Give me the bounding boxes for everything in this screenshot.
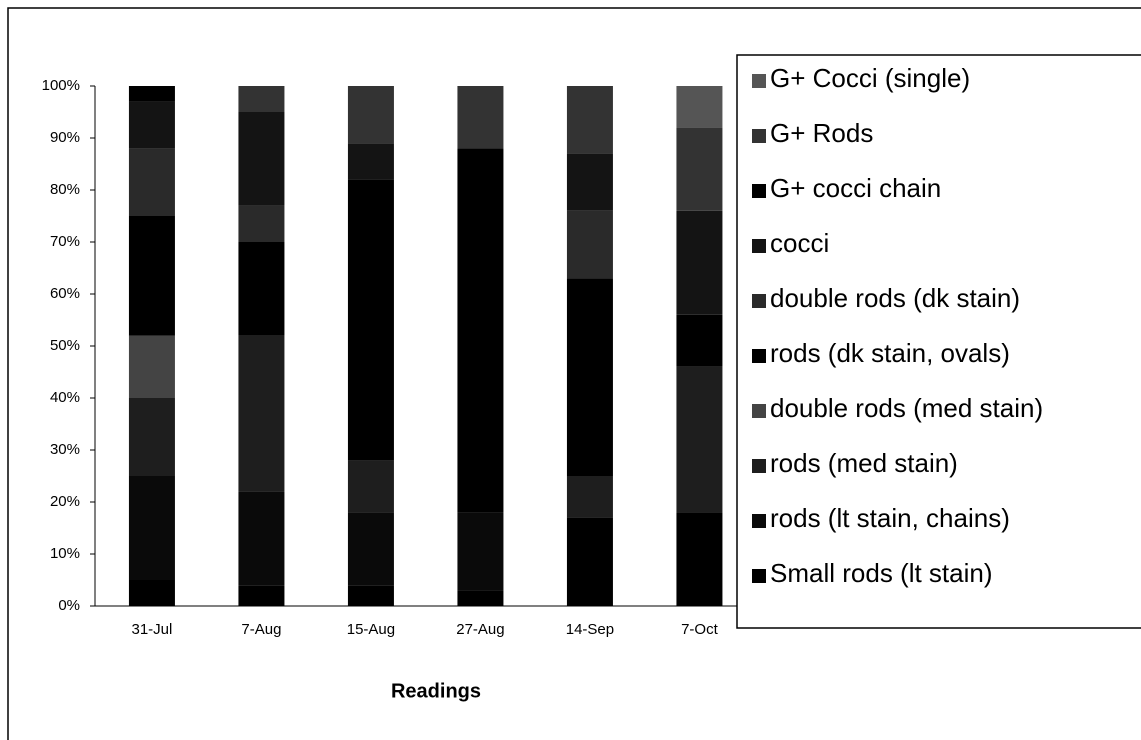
- y-tick-label: 60%: [50, 285, 80, 302]
- bar-segment: [347, 143, 394, 180]
- legend-label: G+ cocci chain: [770, 173, 941, 203]
- bar-segment: [347, 179, 394, 461]
- legend-swatch: [752, 514, 766, 528]
- bar-segment: [238, 491, 285, 586]
- bar-segment: [347, 585, 394, 606]
- x-tick-label: 15-Aug: [347, 621, 395, 638]
- bar-segment: [457, 86, 504, 149]
- y-tick-label: 10%: [50, 545, 80, 562]
- legend-label: Small rods (lt stain): [770, 558, 993, 588]
- x-tick-label: 14-Sep: [566, 621, 614, 638]
- legend-label: double rods (dk stain): [770, 283, 1020, 313]
- bar-segment: [676, 210, 723, 315]
- bar-segment: [566, 278, 613, 476]
- y-tick-label: 30%: [50, 441, 80, 458]
- legend-label: rods (dk stain, ovals): [770, 338, 1010, 368]
- y-tick-label: 100%: [42, 77, 80, 94]
- legend-label: G+ Cocci (single): [770, 63, 970, 93]
- bar-segment: [238, 205, 285, 242]
- bar-segment: [566, 153, 613, 211]
- bar-segment: [676, 127, 723, 211]
- bar-segment: [128, 580, 175, 606]
- bar-segment: [347, 460, 394, 513]
- legend-label: cocci: [770, 228, 829, 258]
- bar-segment: [676, 86, 723, 128]
- bar-segment: [128, 335, 175, 398]
- bar-segment: [676, 512, 723, 606]
- bar-segment: [676, 366, 723, 513]
- y-tick-label: 40%: [50, 389, 80, 406]
- bar-segment: [457, 148, 504, 513]
- bar-segment: [238, 86, 285, 112]
- y-tick-label: 0%: [58, 597, 80, 614]
- legend-label: double rods (med stain): [770, 393, 1043, 423]
- legend-swatch: [752, 404, 766, 418]
- y-tick-label: 20%: [50, 493, 80, 510]
- bar-segment: [347, 512, 394, 586]
- y-tick-label: 80%: [50, 181, 80, 198]
- bar-segment: [128, 476, 175, 580]
- bar-segment: [128, 101, 175, 149]
- x-tick-label: 31-Jul: [132, 621, 173, 638]
- bar-segment: [238, 242, 285, 336]
- bar-segment: [457, 512, 504, 591]
- legend-swatch: [752, 129, 766, 143]
- bar-segment: [347, 86, 394, 144]
- x-tick-label: 7-Oct: [681, 621, 719, 638]
- bar-segment: [566, 517, 613, 606]
- bar-segment: [457, 590, 504, 606]
- legend-swatch: [752, 239, 766, 253]
- legend-swatch: [752, 184, 766, 198]
- legend-label: rods (med stain): [770, 448, 958, 478]
- bar-segment: [676, 314, 723, 367]
- x-tick-label: 7-Aug: [241, 621, 281, 638]
- y-tick-label: 50%: [50, 337, 80, 354]
- legend-swatch: [752, 294, 766, 308]
- legend-swatch: [752, 459, 766, 473]
- x-axis-label: Readings: [391, 680, 481, 702]
- chart-frame: [7, 7, 1141, 740]
- bar-segment: [238, 335, 285, 492]
- legend-label: rods (lt stain, chains): [770, 503, 1010, 533]
- bar-segment: [128, 398, 175, 476]
- y-tick-label: 90%: [50, 129, 80, 146]
- bar-segment: [128, 86, 175, 102]
- x-tick-label: 27-Aug: [456, 621, 504, 638]
- bar-segment: [128, 216, 175, 336]
- legend-swatch: [752, 349, 766, 363]
- legend-box: [736, 54, 1141, 629]
- bar-segment: [128, 148, 175, 216]
- legend-swatch: [752, 569, 766, 583]
- bar-segment: [238, 585, 285, 606]
- bar-segment: [566, 476, 613, 518]
- legend-label: G+ Rods: [770, 118, 873, 148]
- bar-segment: [566, 210, 613, 279]
- bar-segment: [238, 112, 285, 206]
- legend-swatch: [752, 74, 766, 88]
- y-tick-label: 70%: [50, 233, 80, 250]
- bar-segment: [566, 86, 613, 154]
